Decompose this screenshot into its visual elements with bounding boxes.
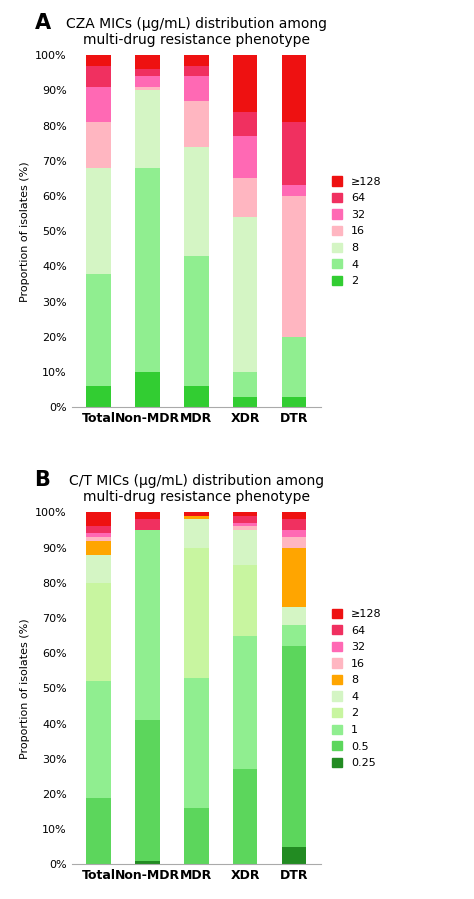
Bar — [135, 512, 160, 520]
Bar — [86, 87, 111, 122]
Bar — [86, 387, 111, 407]
Text: B: B — [35, 470, 50, 490]
Bar — [233, 565, 257, 636]
Legend: ≥128, 64, 32, 16, 8, 4, 2, 1, 0.5, 0.25: ≥128, 64, 32, 16, 8, 4, 2, 1, 0.5, 0.25 — [329, 605, 385, 771]
Bar — [135, 69, 160, 76]
Bar — [86, 533, 111, 537]
Bar — [184, 547, 209, 678]
Bar — [184, 387, 209, 407]
Bar — [184, 512, 209, 516]
Y-axis label: Proportion of isolates (%): Proportion of isolates (%) — [20, 161, 30, 301]
Legend: ≥128, 64, 32, 16, 8, 4, 2: ≥128, 64, 32, 16, 8, 4, 2 — [329, 173, 385, 289]
Bar — [233, 396, 257, 407]
Bar — [282, 196, 306, 337]
Bar — [233, 136, 257, 178]
Bar — [135, 861, 160, 865]
Title: CZA MICs (μg/mL) distribution among
multi-drug resistance phenotype: CZA MICs (μg/mL) distribution among mult… — [66, 17, 327, 47]
Bar — [233, 218, 257, 372]
Bar — [135, 91, 160, 168]
Bar — [282, 646, 306, 847]
Bar — [282, 847, 306, 865]
Bar — [184, 76, 209, 101]
Bar — [233, 55, 257, 111]
Bar — [184, 516, 209, 520]
Bar — [86, 527, 111, 533]
Bar — [86, 168, 111, 273]
Text: A: A — [35, 13, 51, 33]
Bar — [233, 636, 257, 770]
Bar — [282, 396, 306, 407]
Bar — [282, 512, 306, 520]
Bar — [86, 66, 111, 87]
Bar — [135, 520, 160, 530]
Bar — [282, 337, 306, 396]
Bar — [86, 122, 111, 168]
Bar — [233, 523, 257, 527]
Bar — [233, 512, 257, 516]
Bar — [135, 372, 160, 407]
Bar — [233, 516, 257, 523]
Y-axis label: Proportion of isolates (%): Proportion of isolates (%) — [20, 619, 30, 759]
Bar — [282, 530, 306, 537]
Bar — [233, 372, 257, 396]
Bar — [184, 520, 209, 547]
Bar — [282, 185, 306, 196]
Bar — [135, 76, 160, 87]
Bar — [86, 555, 111, 583]
Bar — [184, 147, 209, 256]
Bar — [86, 797, 111, 865]
Bar — [282, 608, 306, 625]
Bar — [135, 55, 160, 69]
Bar — [282, 520, 306, 530]
Bar — [282, 55, 306, 122]
Bar — [233, 178, 257, 218]
Bar — [184, 808, 209, 865]
Bar — [282, 537, 306, 547]
Bar — [86, 681, 111, 797]
Bar — [282, 625, 306, 646]
Bar — [282, 122, 306, 185]
Bar — [86, 273, 111, 387]
Bar — [184, 66, 209, 76]
Bar — [135, 87, 160, 91]
Bar — [233, 527, 257, 530]
Bar — [86, 583, 111, 681]
Bar — [184, 678, 209, 808]
Bar — [184, 55, 209, 66]
Bar — [184, 256, 209, 387]
Bar — [233, 111, 257, 136]
Bar — [135, 720, 160, 861]
Bar — [135, 168, 160, 372]
Bar — [86, 537, 111, 540]
Bar — [282, 547, 306, 608]
Bar — [135, 530, 160, 720]
Bar — [233, 530, 257, 565]
Bar — [86, 55, 111, 66]
Title: C/T MICs (μg/mL) distribution among
multi-drug resistance phenotype: C/T MICs (μg/mL) distribution among mult… — [69, 474, 324, 504]
Bar — [184, 101, 209, 147]
Bar — [86, 540, 111, 555]
Bar — [86, 512, 111, 527]
Bar — [233, 770, 257, 865]
